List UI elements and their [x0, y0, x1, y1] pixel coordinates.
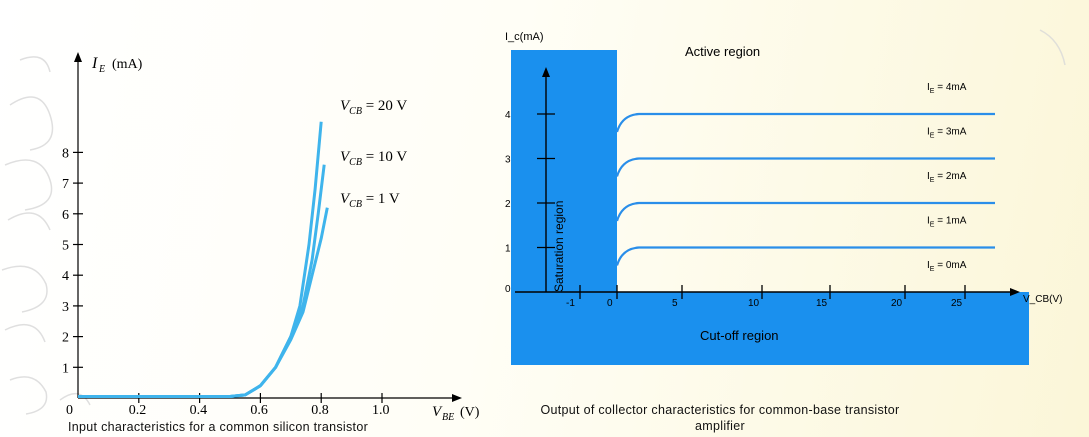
right-x-tick-label: 0: [607, 298, 613, 309]
right-y-tick-label: 0: [505, 284, 511, 295]
active-region-label: Active region: [685, 44, 760, 59]
right-x-tick-label: 5: [672, 298, 678, 309]
right-x-tick-label: 15: [816, 298, 828, 309]
right-y-tick-label: 3: [505, 155, 511, 166]
right-x-tick-label: 25: [951, 298, 963, 309]
right-y-tick-label: 4: [505, 110, 511, 121]
right-series-label: IE = 4mA: [927, 82, 967, 95]
cutoff-region-label: Cut-off region: [700, 328, 779, 343]
right-series-label: IE = 2mA: [927, 171, 967, 184]
right-x-tick-label: 10: [748, 298, 760, 309]
left-caption: Input characteristics for a common silic…: [68, 420, 368, 434]
right-y-tick-label: 2: [505, 199, 511, 210]
right-series-label: IE = 0mA: [927, 260, 967, 273]
right-caption: Output of collector characteristics for …: [540, 402, 900, 434]
right-x-tick-label: -1: [566, 298, 575, 309]
saturation-region-label: Saturation region: [552, 201, 566, 292]
right-y-tick-label: 1: [505, 244, 511, 255]
right-xlabel: V_CB(V): [1023, 294, 1062, 305]
right-series-label: IE = 3mA: [927, 127, 967, 140]
right-ylabel: I_c(mA): [505, 31, 544, 43]
right-series-label: IE = 1mA: [927, 216, 967, 229]
right-x-tick-label: 20: [891, 298, 903, 309]
